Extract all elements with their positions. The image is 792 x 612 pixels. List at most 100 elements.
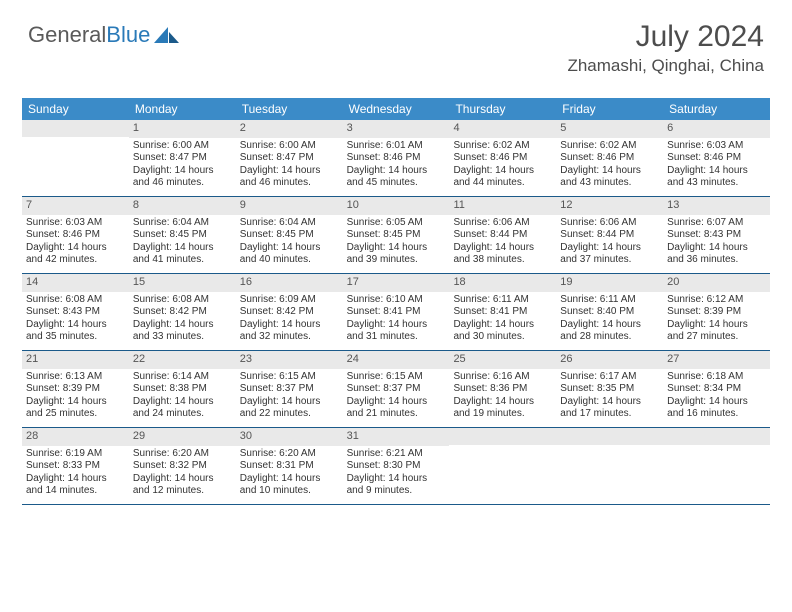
week-row: 21Sunrise: 6:13 AMSunset: 8:39 PMDayligh… [22,351,770,428]
daylight-line: Daylight: 14 hours and 17 minutes. [560,396,659,421]
sunrise-line: Sunrise: 6:07 AM [667,217,766,230]
day-number: 19 [556,274,663,292]
day-body: Sunrise: 6:06 AMSunset: 8:44 PMDaylight:… [449,215,556,271]
day-number: 14 [22,274,129,292]
day-body: Sunrise: 6:04 AMSunset: 8:45 PMDaylight:… [236,215,343,271]
day-cell: 14Sunrise: 6:08 AMSunset: 8:43 PMDayligh… [22,274,129,350]
day-body: Sunrise: 6:01 AMSunset: 8:46 PMDaylight:… [343,138,450,194]
day-cell: 22Sunrise: 6:14 AMSunset: 8:38 PMDayligh… [129,351,236,427]
day-body: Sunrise: 6:17 AMSunset: 8:35 PMDaylight:… [556,369,663,425]
day-number: 3 [343,120,450,138]
sunset-line: Sunset: 8:40 PM [560,306,659,319]
sunrise-line: Sunrise: 6:04 AM [240,217,339,230]
sunrise-line: Sunrise: 6:12 AM [667,294,766,307]
day-body: Sunrise: 6:03 AMSunset: 8:46 PMDaylight:… [663,138,770,194]
weekday-header: Thursday [449,98,556,120]
day-cell: 13Sunrise: 6:07 AMSunset: 8:43 PMDayligh… [663,197,770,273]
day-number: 18 [449,274,556,292]
daylight-line: Daylight: 14 hours and 32 minutes. [240,319,339,344]
sunset-line: Sunset: 8:43 PM [667,229,766,242]
weekday-header: Saturday [663,98,770,120]
sunset-line: Sunset: 8:34 PM [667,383,766,396]
sunset-line: Sunset: 8:35 PM [560,383,659,396]
logo: GeneralBlue [28,22,180,48]
day-number: 10 [343,197,450,215]
day-number: 28 [22,428,129,446]
sunset-line: Sunset: 8:30 PM [347,460,446,473]
day-number: 31 [343,428,450,446]
day-cell: 17Sunrise: 6:10 AMSunset: 8:41 PMDayligh… [343,274,450,350]
day-number-empty [556,428,663,445]
sunrise-line: Sunrise: 6:02 AM [453,140,552,153]
weekday-header-row: SundayMondayTuesdayWednesdayThursdayFrid… [22,98,770,120]
day-number: 25 [449,351,556,369]
sunrise-line: Sunrise: 6:08 AM [26,294,125,307]
sunrise-line: Sunrise: 6:06 AM [560,217,659,230]
day-cell: 21Sunrise: 6:13 AMSunset: 8:39 PMDayligh… [22,351,129,427]
day-body: Sunrise: 6:13 AMSunset: 8:39 PMDaylight:… [22,369,129,425]
sunrise-line: Sunrise: 6:19 AM [26,448,125,461]
day-number: 7 [22,197,129,215]
day-body: Sunrise: 6:02 AMSunset: 8:46 PMDaylight:… [449,138,556,194]
week-row: 14Sunrise: 6:08 AMSunset: 8:43 PMDayligh… [22,274,770,351]
sunset-line: Sunset: 8:44 PM [453,229,552,242]
daylight-line: Daylight: 14 hours and 37 minutes. [560,242,659,267]
day-body: Sunrise: 6:15 AMSunset: 8:37 PMDaylight:… [236,369,343,425]
daylight-line: Daylight: 14 hours and 16 minutes. [667,396,766,421]
sunrise-line: Sunrise: 6:14 AM [133,371,232,384]
daylight-line: Daylight: 14 hours and 12 minutes. [133,473,232,498]
daylight-line: Daylight: 14 hours and 38 minutes. [453,242,552,267]
sunset-line: Sunset: 8:46 PM [453,152,552,165]
day-body: Sunrise: 6:16 AMSunset: 8:36 PMDaylight:… [449,369,556,425]
day-body: Sunrise: 6:10 AMSunset: 8:41 PMDaylight:… [343,292,450,348]
day-number: 12 [556,197,663,215]
sunset-line: Sunset: 8:47 PM [133,152,232,165]
daylight-line: Daylight: 14 hours and 41 minutes. [133,242,232,267]
daylight-line: Daylight: 14 hours and 46 minutes. [133,165,232,190]
sunset-line: Sunset: 8:44 PM [560,229,659,242]
day-body: Sunrise: 6:21 AMSunset: 8:30 PMDaylight:… [343,446,450,502]
logo-text-general: General [28,22,106,48]
day-cell: 12Sunrise: 6:06 AMSunset: 8:44 PMDayligh… [556,197,663,273]
day-number: 5 [556,120,663,138]
day-body: Sunrise: 6:20 AMSunset: 8:32 PMDaylight:… [129,446,236,502]
sunset-line: Sunset: 8:45 PM [240,229,339,242]
day-number: 16 [236,274,343,292]
sunrise-line: Sunrise: 6:00 AM [133,140,232,153]
sunrise-line: Sunrise: 6:06 AM [453,217,552,230]
daylight-line: Daylight: 14 hours and 31 minutes. [347,319,446,344]
day-cell: 1Sunrise: 6:00 AMSunset: 8:47 PMDaylight… [129,120,236,196]
day-cell: 11Sunrise: 6:06 AMSunset: 8:44 PMDayligh… [449,197,556,273]
day-cell: 28Sunrise: 6:19 AMSunset: 8:33 PMDayligh… [22,428,129,504]
sunrise-line: Sunrise: 6:13 AM [26,371,125,384]
sunset-line: Sunset: 8:41 PM [347,306,446,319]
daylight-line: Daylight: 14 hours and 36 minutes. [667,242,766,267]
sunset-line: Sunset: 8:39 PM [26,383,125,396]
day-cell: 19Sunrise: 6:11 AMSunset: 8:40 PMDayligh… [556,274,663,350]
day-number: 27 [663,351,770,369]
day-body: Sunrise: 6:18 AMSunset: 8:34 PMDaylight:… [663,369,770,425]
day-number: 30 [236,428,343,446]
day-body: Sunrise: 6:06 AMSunset: 8:44 PMDaylight:… [556,215,663,271]
day-body: Sunrise: 6:07 AMSunset: 8:43 PMDaylight:… [663,215,770,271]
day-body: Sunrise: 6:08 AMSunset: 8:43 PMDaylight:… [22,292,129,348]
sunset-line: Sunset: 8:37 PM [347,383,446,396]
day-body: Sunrise: 6:05 AMSunset: 8:45 PMDaylight:… [343,215,450,271]
day-cell: 5Sunrise: 6:02 AMSunset: 8:46 PMDaylight… [556,120,663,196]
day-cell [556,428,663,504]
sunrise-line: Sunrise: 6:16 AM [453,371,552,384]
day-cell: 23Sunrise: 6:15 AMSunset: 8:37 PMDayligh… [236,351,343,427]
sunrise-line: Sunrise: 6:00 AM [240,140,339,153]
sunrise-line: Sunrise: 6:08 AM [133,294,232,307]
day-cell: 27Sunrise: 6:18 AMSunset: 8:34 PMDayligh… [663,351,770,427]
day-cell: 20Sunrise: 6:12 AMSunset: 8:39 PMDayligh… [663,274,770,350]
day-number-empty [449,428,556,445]
daylight-line: Daylight: 14 hours and 9 minutes. [347,473,446,498]
day-cell: 26Sunrise: 6:17 AMSunset: 8:35 PMDayligh… [556,351,663,427]
sunset-line: Sunset: 8:36 PM [453,383,552,396]
sunset-line: Sunset: 8:46 PM [667,152,766,165]
sunset-line: Sunset: 8:32 PM [133,460,232,473]
day-number-empty [663,428,770,445]
sunset-line: Sunset: 8:33 PM [26,460,125,473]
sunrise-line: Sunrise: 6:15 AM [240,371,339,384]
